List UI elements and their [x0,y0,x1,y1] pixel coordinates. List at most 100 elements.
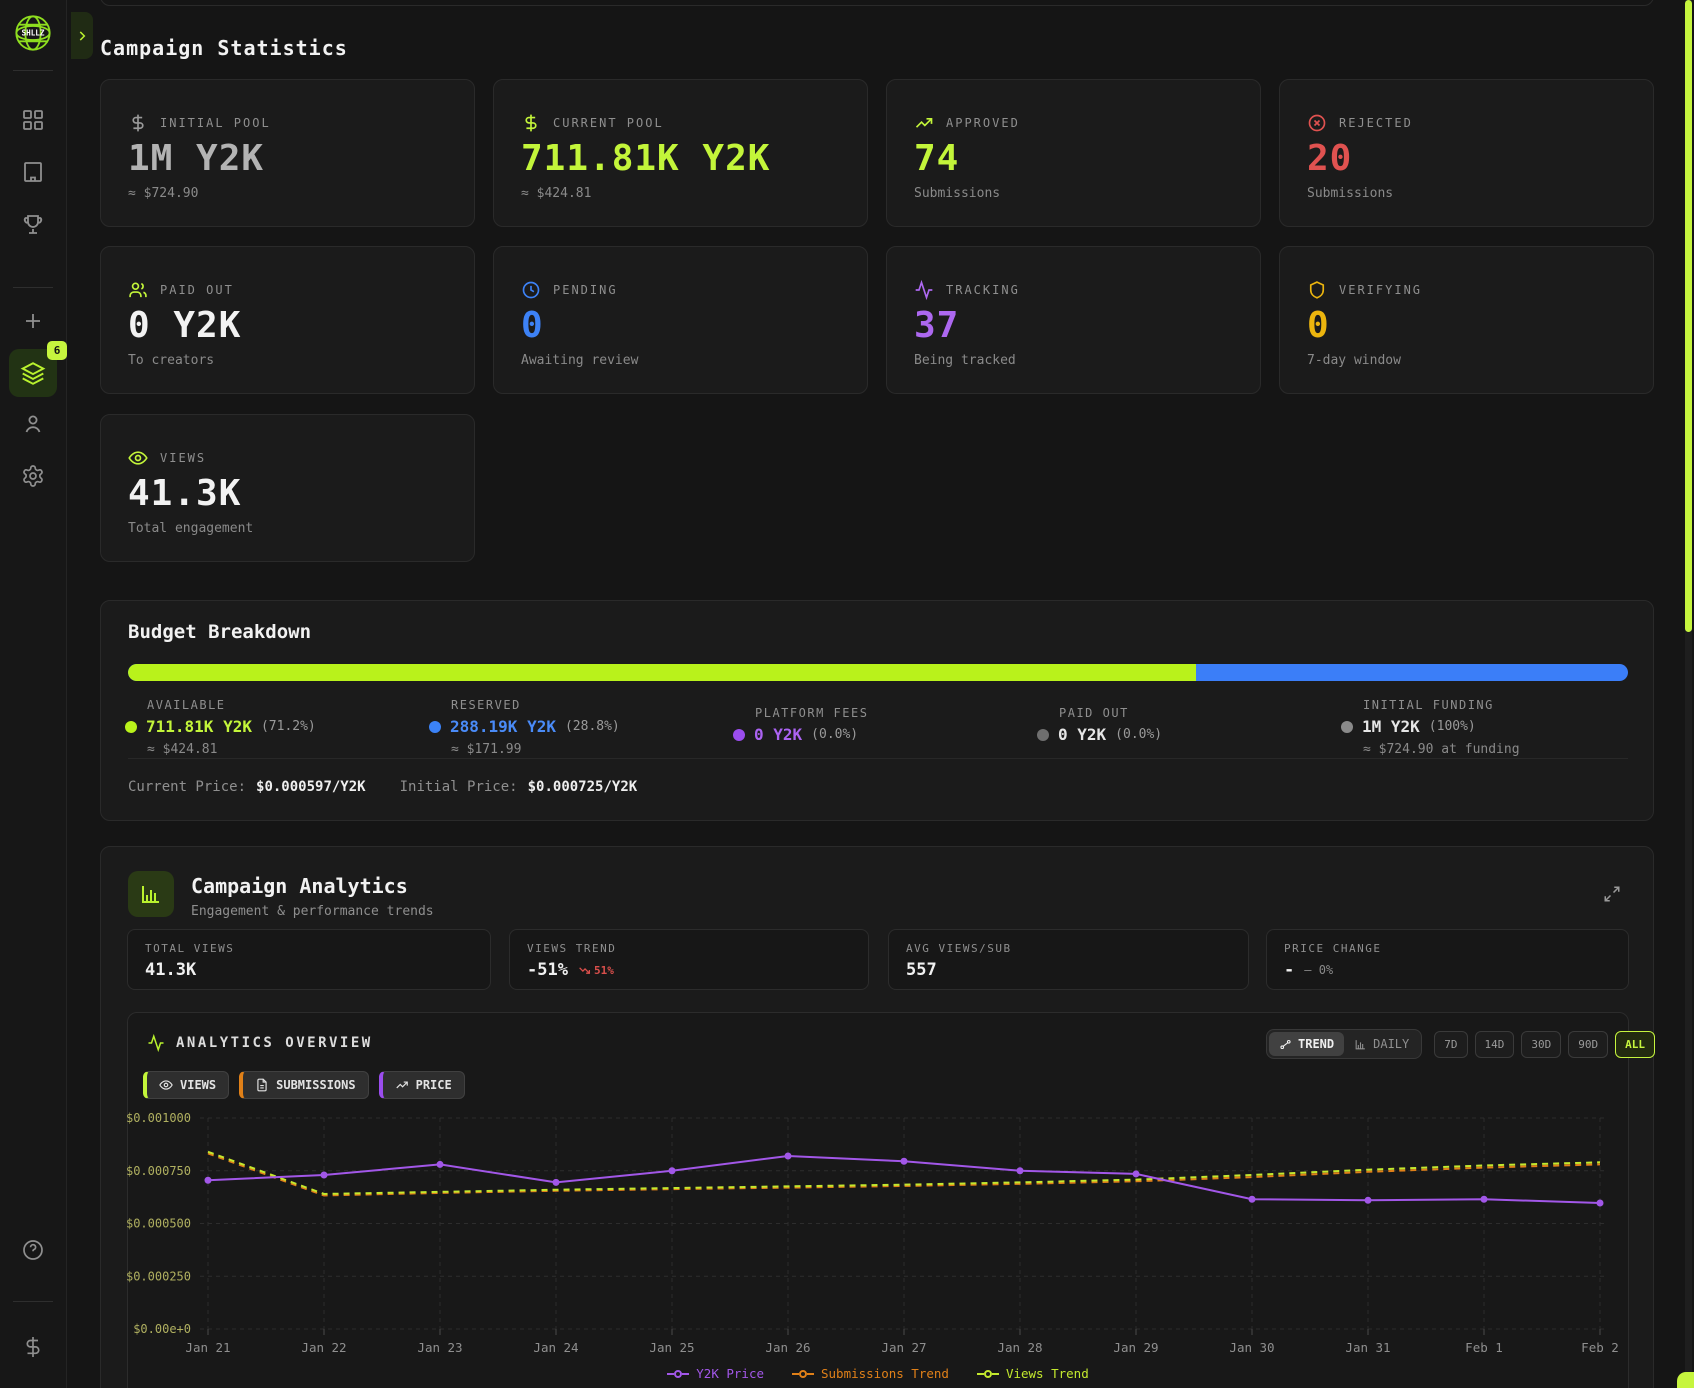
chart-legend-item[interactable]: Views Trend [977,1366,1089,1381]
legend-value: 711.81K Y2K [146,717,252,736]
legend-dot [1341,721,1353,733]
legend-pct: (28.8%) [565,719,620,734]
stat-sub: 7-day window [1307,353,1401,368]
layers-icon [20,360,46,386]
previous-card-edge [100,0,1654,6]
legend-label: Views Trend [1006,1366,1089,1381]
stat-label: TRACKING [946,283,1020,297]
sidebar-item-leaderboard[interactable] [21,212,45,236]
budget-legend-platform-fees: PLATFORM FEES 0 Y2K(0.0%) [733,706,1033,744]
sidebar-item-create[interactable] [21,309,45,333]
data-point[interactable] [785,1152,792,1159]
shllz-logo[interactable]: SHLLZ [13,13,53,53]
range-90d-button[interactable]: 90D [1568,1031,1608,1058]
mode-daily-button[interactable]: DAILY [1344,1032,1419,1056]
budget-progress-available [128,664,1196,681]
data-point[interactable] [205,1177,212,1184]
stat-card-tracking: TRACKING 37 Being tracked [886,246,1261,394]
x-axis-label: Jan 23 [417,1340,462,1355]
series-toggles: VIEWS SUBMISSIONS PRICE [143,1071,465,1099]
analytics-chart: $0.001000$0.000750$0.000500$0.000250$0.0… [127,1100,1629,1388]
chart-plot[interactable]: $0.001000$0.000750$0.000500$0.000250$0.0… [127,1100,1629,1388]
x-axis-label: Jan 26 [765,1340,810,1355]
scrollbar-thumb[interactable] [1685,0,1692,632]
mode-switcher: TREND DAILY [1266,1029,1422,1059]
data-point[interactable] [321,1171,328,1178]
sidebar-item-settings[interactable] [21,464,45,488]
stat-card-approved: APPROVED 74 Submissions [886,79,1261,227]
stat-sub: To creators [128,353,214,368]
legend-pct: (100%) [1429,719,1476,734]
stat-value: 41.3K [128,473,241,514]
legend-label: PAID OUT [1059,706,1337,720]
range-selector: 7D 14D 30D 90D ALL [1434,1031,1655,1058]
sidebar-item-help[interactable] [21,1238,45,1262]
chart-toolbar: TREND DAILY 7D 14D 30D 90D ALL [1266,1029,1655,1059]
campaigns-count-badge: 6 [47,341,67,360]
current-price-label: Current Price: [128,779,246,795]
legend-label: INITIAL FUNDING [1363,698,1641,712]
views-toggle-button[interactable]: VIEWS [143,1071,229,1099]
dollar-icon [521,113,541,133]
data-point[interactable] [669,1167,676,1174]
range-14d-button[interactable]: 14D [1475,1031,1515,1058]
price-change-badge: — 0% [1304,963,1333,977]
analytics-box-views-trend: VIEWS TREND -51% 51% [509,929,869,990]
data-point[interactable] [437,1161,444,1168]
data-point[interactable] [1249,1196,1256,1203]
data-point[interactable] [901,1158,908,1165]
stat-sub: Being tracked [914,353,1016,368]
legend-label: RESERVED [451,698,729,712]
data-point[interactable] [553,1179,560,1186]
data-point[interactable] [1481,1196,1488,1203]
budget-legend-reserved: RESERVED 288.19K Y2K(28.8%) ≈ $171.99 [429,698,729,757]
sidebar-divider [13,287,53,288]
x-axis-label: Jan 22 [301,1340,346,1355]
stat-label: PAID OUT [160,283,234,297]
data-point[interactable] [1365,1197,1372,1204]
grid-icon [21,108,45,132]
sidebar-item-profile[interactable] [21,412,45,436]
budget-title: Budget Breakdown [128,621,311,643]
sidebar-item-grid[interactable] [21,108,45,132]
stat-label: VIEWS [160,451,206,465]
stat-sub: Total engagement [128,521,253,536]
budget-divider [128,758,1628,759]
x-axis-label: Feb 1 [1465,1340,1503,1355]
stat-label: INITIAL POOL [160,116,271,130]
mode-trend-button[interactable]: TREND [1269,1032,1344,1056]
stat-value: 74 [914,138,959,179]
floating-action-button[interactable] [1677,1372,1694,1388]
sidebar-item-earnings[interactable] [21,1335,45,1359]
stat-card-views: VIEWS 41.3K Total engagement [100,414,475,562]
sidebar-expand-button[interactable] [71,12,93,59]
sidebar-item-organization[interactable] [21,160,45,184]
stat-label: CURRENT POOL [553,116,664,130]
data-point[interactable] [1597,1200,1604,1207]
stat-value: 37 [914,305,959,346]
data-point[interactable] [1133,1170,1140,1177]
stat-sub: Awaiting review [521,353,638,368]
range-7d-button[interactable]: 7D [1434,1031,1467,1058]
abox-label: VIEWS TREND [527,942,616,955]
logo-text: SHLLZ [21,29,44,38]
stat-value: 711.81K Y2K [521,138,770,179]
shield-icon [1307,280,1327,300]
x-axis-label: Jan 30 [1229,1340,1274,1355]
range-all-button[interactable]: ALL [1615,1031,1655,1058]
data-point[interactable] [1017,1167,1024,1174]
analytics-box-price-change: PRICE CHANGE - — 0% [1266,929,1629,990]
stat-card-current-pool: CURRENT POOL 711.81K Y2K ≈ $424.81 [493,79,868,227]
overview-title: ANALYTICS OVERVIEW [176,1035,373,1051]
range-30d-button[interactable]: 30D [1521,1031,1561,1058]
expand-icon[interactable] [1603,885,1623,905]
legend-marker-icon [977,1369,999,1379]
chart-legend-item[interactable]: Submissions Trend [792,1366,949,1381]
chart-legend-item[interactable]: Y2K Price [667,1366,764,1381]
price-toggle-button[interactable]: PRICE [379,1071,465,1099]
legend-approx: ≈ $424.81 [147,742,425,757]
y-axis-label: $0.001000 [127,1111,191,1125]
abox-label: TOTAL VIEWS [145,942,234,955]
submissions-toggle-button[interactable]: SUBMISSIONS [239,1071,368,1099]
legend-approx: ≈ $724.90 at funding [1363,742,1641,757]
